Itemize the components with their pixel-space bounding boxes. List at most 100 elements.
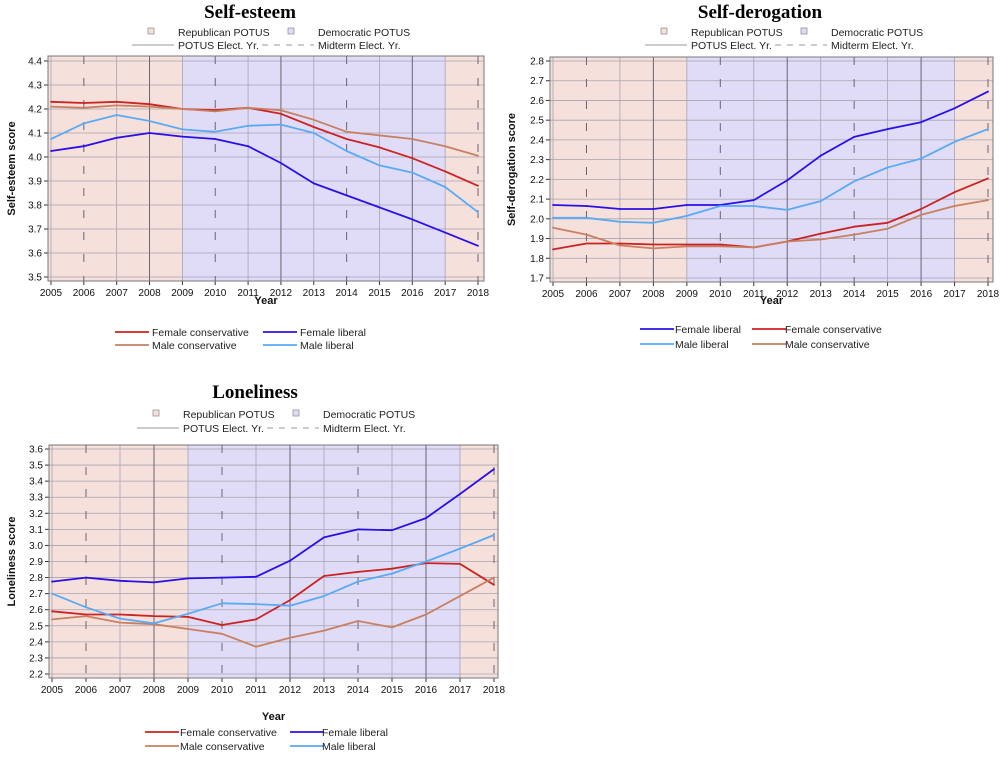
data-point-female-liberal [493, 468, 495, 470]
legend-label: Female conservative [180, 727, 277, 739]
data-point-male-liberal [786, 209, 789, 211]
y-tick-label: 2.2 [29, 670, 43, 681]
y-tick-label: 4.3 [28, 81, 42, 92]
data-point-male-conservative [119, 621, 121, 624]
data-point-male-liberal [181, 128, 184, 131]
data-point-male-conservative [82, 106, 85, 109]
data-point-male-liberal [221, 602, 223, 605]
data-point-male-conservative [585, 233, 588, 236]
y-tick-label: 2.7 [29, 589, 43, 600]
data-point-female-liberal [886, 128, 889, 130]
democratic-potus-swatch [292, 409, 300, 417]
data-point-male-liberal [323, 595, 325, 597]
x-tick-label: 2010 [709, 289, 732, 300]
data-point-male-liberal [153, 622, 155, 625]
data-point-female-liberal [819, 154, 822, 157]
republican-period-shade [954, 57, 993, 282]
chart-title: Self-derogation [698, 2, 823, 23]
data-point-female-liberal [82, 145, 85, 148]
data-point-female-liberal [153, 581, 155, 584]
data-point-female-conservative [585, 242, 588, 245]
x-tick-label: 2009 [171, 288, 194, 299]
y-tick-label: 3.8 [28, 201, 42, 212]
data-point-female-conservative [255, 618, 257, 621]
data-point-male-liberal [85, 606, 87, 609]
y-tick-label: 3.4 [29, 477, 43, 488]
data-point-male-liberal [378, 164, 381, 167]
x-tick-label: 2016 [415, 685, 438, 696]
series-line-female-liberal [50, 132, 479, 247]
series-line-male-conservative [552, 199, 989, 250]
data-point-male-liberal [652, 221, 655, 224]
y-tick-label: 3.6 [29, 445, 43, 456]
data-point-female-conservative [391, 567, 393, 570]
data-point-female-conservative [425, 562, 427, 565]
data-point-female-liberal [214, 138, 217, 140]
data-point-female-liberal [752, 199, 755, 201]
data-point-female-liberal [148, 132, 151, 134]
data-point-male-conservative [493, 576, 495, 579]
data-point-female-liberal [221, 576, 223, 579]
data-point-female-conservative [115, 100, 118, 103]
data-point-female-conservative [345, 138, 348, 140]
x-tick-label: 2005 [40, 288, 63, 299]
y-tick-label: 2.5 [29, 621, 43, 632]
republican-potus-legend-label: Republican POTUS [178, 27, 270, 39]
data-point-female-conservative [85, 613, 87, 616]
y-tick-label: 2.8 [530, 57, 544, 68]
democratic-potus-swatch [287, 27, 295, 35]
series-line-male-conservative [50, 104, 479, 157]
data-point-female-conservative [82, 102, 85, 104]
data-point-male-liberal [50, 138, 52, 140]
data-point-female-conservative [953, 191, 956, 194]
data-point-female-liberal [312, 182, 315, 185]
y-tick-label: 3.9 [28, 177, 42, 188]
x-tick-label: 2013 [313, 685, 336, 696]
data-point-female-liberal [378, 206, 381, 209]
data-point-female-conservative [357, 571, 359, 573]
data-point-male-conservative [181, 108, 184, 110]
data-point-male-conservative [685, 245, 688, 248]
y-tick-label: 2.6 [530, 96, 544, 107]
chart-0: Self-esteem Republican POTUS Democratic PO… [6, 2, 490, 352]
data-point-male-conservative [214, 110, 217, 113]
data-point-male-liberal [148, 120, 151, 122]
legend-label: Female liberal [300, 327, 366, 339]
data-point-female-liberal [289, 559, 291, 562]
y-tick-label: 2.1 [530, 195, 544, 206]
x-tick-label: 2006 [575, 289, 598, 300]
x-tick-label: 2005 [542, 289, 565, 300]
data-point-female-conservative [280, 112, 282, 115]
data-point-male-conservative [444, 145, 447, 148]
data-point-male-conservative [719, 245, 722, 248]
series-line-female-liberal [552, 90, 989, 210]
republican-period-shade [48, 56, 183, 281]
x-tick-label: 2010 [204, 288, 227, 299]
x-tick-label: 2010 [211, 685, 234, 696]
data-point-female-conservative [987, 177, 989, 180]
data-point-female-liberal [953, 107, 956, 110]
data-point-male-liberal [82, 122, 85, 125]
data-point-female-liberal [255, 575, 257, 578]
x-tick-label: 2018 [467, 288, 490, 299]
data-point-male-liberal [187, 612, 189, 615]
democratic-potus-legend-label: Democratic POTUS [831, 27, 923, 39]
data-point-male-liberal [289, 604, 291, 607]
y-tick-label: 2.2 [530, 175, 544, 186]
data-point-female-conservative [459, 563, 461, 565]
series-line-male-liberal [553, 128, 989, 224]
data-point-male-conservative [345, 130, 348, 133]
y-tick-label: 3.6 [28, 249, 42, 260]
data-point-female-conservative [619, 242, 621, 245]
data-point-male-liberal [493, 534, 495, 536]
data-point-female-liberal [119, 579, 121, 582]
data-point-male-conservative [357, 620, 359, 622]
data-point-male-conservative [115, 104, 118, 107]
data-point-male-liberal [920, 157, 922, 160]
data-point-female-conservative [119, 613, 121, 616]
x-tick-label: 2012 [279, 685, 302, 696]
x-tick-label: 2015 [368, 288, 391, 299]
data-point-female-liberal [51, 580, 53, 583]
y-tick-label: 3.0 [29, 541, 43, 552]
